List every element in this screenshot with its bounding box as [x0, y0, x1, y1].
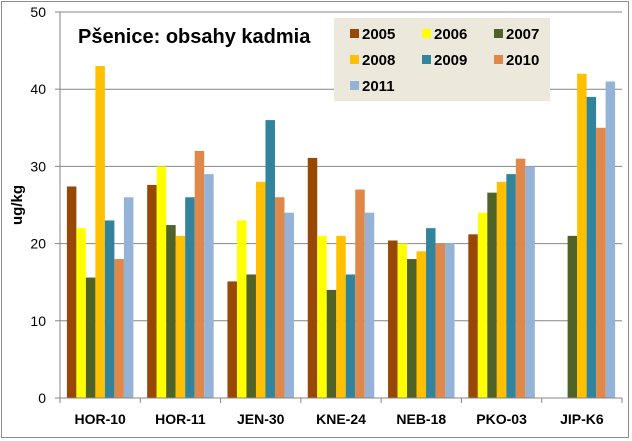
bar-2007-NEB-18 — [407, 259, 417, 398]
y-axis-label: ug/kg — [9, 185, 26, 225]
legend-label-2009: 2009 — [434, 52, 467, 69]
bar-2008-KNE-24 — [336, 235, 346, 398]
bar-2008-NEB-18 — [416, 251, 427, 398]
legend-label-2010: 2010 — [506, 52, 539, 69]
legend-swatch-2008 — [350, 55, 359, 64]
legend-label-2005: 2005 — [362, 26, 395, 43]
legend-swatch-2009 — [422, 55, 431, 64]
bar-2008-PKO-03 — [496, 181, 507, 398]
bar-2005-KNE-24 — [307, 157, 318, 398]
bar-2009-NEB-18 — [426, 228, 436, 398]
x-category-label: NEB-18 — [396, 411, 446, 427]
bar-2010-JEN-30 — [274, 197, 285, 398]
bar-2006-HOR-10 — [76, 228, 86, 398]
legend-swatch-2010 — [494, 55, 503, 64]
bar-2008-HOR-11 — [175, 235, 186, 398]
legend-label-2011: 2011 — [362, 78, 395, 95]
bar-2011-JEN-30 — [284, 212, 294, 398]
bar-2007-PKO-03 — [487, 192, 497, 398]
bar-2011-HOR-11 — [204, 174, 214, 398]
bar-2007-HOR-10 — [85, 277, 96, 398]
bar-2005-PKO-03 — [468, 234, 478, 398]
bar-2010-KNE-24 — [355, 189, 365, 398]
legend-swatch-2005 — [350, 29, 359, 38]
bar-2011-JIP-K6 — [605, 81, 616, 398]
bar-2011-KNE-24 — [364, 212, 375, 398]
bar-2010-NEB-18 — [435, 243, 446, 398]
bar-2010-PKO-03 — [515, 158, 526, 398]
bar-2009-PKO-03 — [506, 174, 516, 398]
bar-2008-HOR-10 — [95, 66, 105, 398]
bar-2005-NEB-18 — [388, 240, 398, 398]
bar-2011-PKO-03 — [525, 166, 535, 398]
bar-2007-HOR-11 — [166, 225, 176, 398]
x-category-label: PKO-03 — [476, 411, 527, 427]
bar-2009-JIP-K6 — [586, 96, 597, 399]
y-tick-label: 10 — [30, 313, 46, 329]
y-tick-label: 20 — [30, 236, 46, 252]
bar-2010-JIP-K6 — [596, 127, 606, 399]
bar-2011-HOR-10 — [123, 197, 134, 398]
bar-2006-NEB-18 — [397, 243, 408, 398]
bar-2010-HOR-11 — [194, 150, 205, 398]
bar-2005-JEN-30 — [227, 281, 237, 398]
bar-2007-JEN-30 — [246, 274, 256, 398]
bars — [66, 66, 616, 399]
bar-2008-JIP-K6 — [577, 73, 587, 398]
legend: 2005 2006 2007 2008 2009 2010 2011 — [350, 26, 539, 95]
bar-2009-KNE-24 — [345, 274, 356, 398]
y-tick-label: 50 — [30, 4, 46, 20]
x-category-labels: HOR-10 HOR-11 JEN-30 KNE-24 NEB-18 PKO-03 JIP-… — [74, 411, 603, 427]
x-category-label: KNE-24 — [316, 411, 366, 427]
legend-swatch-2007 — [494, 29, 503, 38]
bar-2007-JIP-K6 — [567, 235, 578, 398]
bar-2008-JEN-30 — [255, 181, 266, 398]
bar-2009-HOR-11 — [185, 197, 195, 398]
legend-label-2008: 2008 — [362, 52, 395, 69]
x-category-label: HOR-10 — [74, 411, 126, 427]
legend-label-2006: 2006 — [434, 26, 467, 43]
legend-label-2007: 2007 — [506, 26, 539, 43]
bar-2006-PKO-03 — [477, 212, 488, 398]
x-category-label: JEN-30 — [237, 411, 285, 427]
bar-2010-HOR-10 — [114, 259, 124, 398]
bar-2009-HOR-10 — [104, 220, 115, 398]
legend-box — [334, 18, 550, 101]
bar-2009-JEN-30 — [265, 120, 275, 398]
axes — [55, 11, 623, 403]
bar-2005-HOR-10 — [66, 186, 77, 398]
bar-2011-NEB-18 — [445, 243, 455, 398]
legend-swatch-2011 — [350, 81, 359, 90]
y-tick-label: 30 — [30, 158, 46, 174]
y-tick-labels: 0 10 20 30 40 50 — [30, 4, 46, 406]
y-tick-label: 0 — [38, 390, 46, 406]
bar-2005-HOR-11 — [147, 184, 157, 398]
x-category-label: JIP-K6 — [560, 411, 604, 427]
bar-2006-KNE-24 — [317, 235, 327, 398]
bar-2007-KNE-24 — [326, 289, 337, 398]
x-category-label: HOR-11 — [155, 411, 206, 427]
bar-2006-HOR-11 — [156, 166, 167, 398]
chart-title: Pšenice: obsahy kadmia — [78, 26, 311, 48]
legend-swatch-2006 — [422, 29, 431, 38]
bar-2006-JEN-30 — [236, 220, 247, 398]
y-tick-label: 40 — [30, 81, 46, 97]
